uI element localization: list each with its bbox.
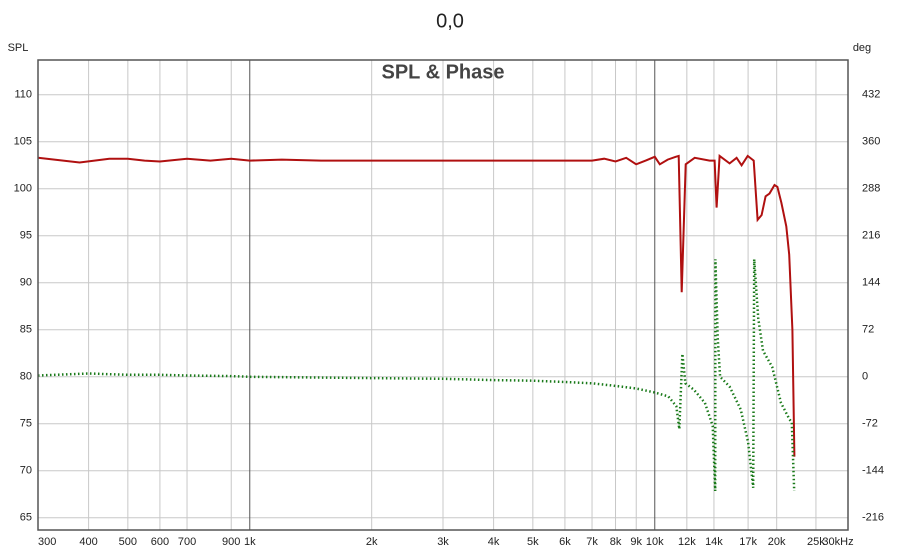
plot-title: SPL & Phase: [381, 61, 504, 83]
x-tick-label: 6k: [559, 536, 571, 548]
x-tick-label: 25k: [807, 536, 825, 548]
chart-title: 0,0: [436, 10, 464, 32]
data-line: [37, 153, 796, 457]
plot-border: [37, 59, 849, 531]
y2-tick-label: 360: [862, 136, 880, 148]
x-tick-label: 17k: [739, 536, 757, 548]
x-tick-label: 700: [178, 536, 196, 548]
y-tick-label: 75: [20, 418, 32, 430]
x-tick-label: 30kHz: [822, 536, 853, 548]
x-tick-label: 4k: [488, 536, 500, 548]
y2-tick-label: 288: [862, 183, 880, 195]
x-tick-label: 14k: [705, 536, 723, 548]
x-tick-label: 500: [119, 536, 137, 548]
x-tick-label: 10k: [646, 536, 664, 548]
marks: [37, 153, 796, 492]
y-tick-label: 95: [20, 230, 32, 242]
y-tick-label: 90: [20, 277, 32, 289]
y2-axis-label: deg: [853, 42, 871, 54]
y2-tick-label: 0: [862, 371, 868, 383]
y-tick-label: 105: [14, 136, 32, 148]
x-tick-label: 900: [222, 536, 240, 548]
x-tick-label: 300: [38, 536, 56, 548]
y-tick-label: 100: [14, 183, 32, 195]
y2-tick-label: -144: [862, 465, 884, 477]
y-tick-label: 85: [20, 324, 32, 336]
data-line: [37, 259, 796, 492]
x-tick-label: 7k: [586, 536, 598, 548]
y2-tick-label: -216: [862, 512, 884, 524]
x-tick-label: 3k: [437, 536, 449, 548]
y2-tick-label: 216: [862, 230, 880, 242]
y-tick-label: 70: [20, 465, 32, 477]
x-tick-label: 400: [79, 536, 97, 548]
x-tick-label: 8k: [610, 536, 622, 548]
x-tick-label: 9k: [630, 536, 642, 548]
x-tick-label: 5k: [527, 536, 539, 548]
y-tick-label: 65: [20, 512, 32, 524]
y-tick-label: 80: [20, 371, 32, 383]
x-tick-label: 600: [151, 536, 169, 548]
y2-tick-label: 144: [862, 277, 880, 289]
x-tick-label: 12k: [678, 536, 696, 548]
x-tick-label: 1k: [244, 536, 256, 548]
y2-tick-label: 72: [862, 324, 874, 336]
y2-tick-label: 432: [862, 89, 880, 101]
x-tick-label: 2k: [366, 536, 378, 548]
x-tick-label: 20k: [768, 536, 786, 548]
y-tick-label: 110: [14, 89, 32, 101]
y2-tick-label: -72: [862, 418, 878, 430]
y-axis-label: SPL: [8, 42, 29, 54]
